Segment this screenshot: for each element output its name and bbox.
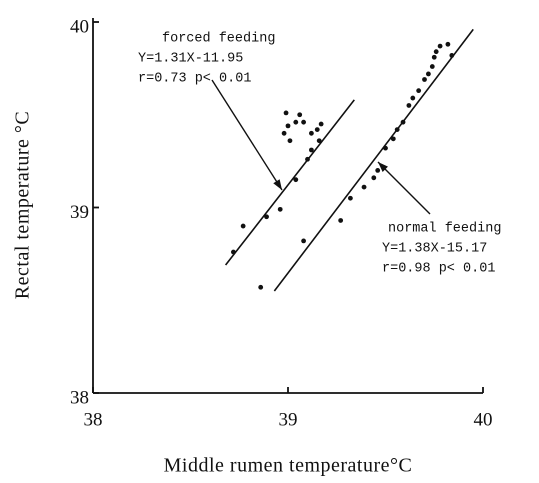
point [301,119,306,125]
point [410,95,416,101]
y-tick-label: 39 [70,202,89,223]
point [445,41,451,47]
point [309,147,314,153]
annotation: Y=1.38X-15.17 [382,242,487,257]
point [309,130,314,136]
annotation-title: forced feeding [162,32,275,47]
point [431,54,437,60]
point [394,127,400,132]
x-tick-label: 39 [279,409,298,430]
point [293,119,299,125]
y-tick-label: 40 [70,16,89,37]
point [258,284,264,290]
point [314,127,320,132]
point [293,177,299,183]
arrow-head [273,179,282,190]
annotation: r=0.73 p< 0.01 [138,72,251,87]
point [231,249,236,255]
point [361,184,367,190]
point [318,121,324,127]
point [348,195,353,201]
point [305,156,310,162]
point [422,77,427,82]
point [400,119,406,125]
point [240,223,246,229]
point [449,52,455,58]
point [316,138,322,144]
point [338,218,344,223]
arrow-head [378,162,388,172]
annotation: Y=1.31X-11.95 [138,52,243,67]
point [375,168,381,173]
point [264,214,269,220]
x-tick-label: 40 [474,409,493,430]
point [287,138,293,144]
annotation: r=0.98 p< 0.01 [382,262,495,277]
point [371,175,377,181]
point [433,49,439,55]
arrow [377,161,431,215]
point [277,206,283,212]
x-axis-label: Middle rumen temperature°C [164,455,413,477]
point [437,43,443,49]
point [426,71,431,77]
point [283,110,289,116]
annotation-title: normal feeding [388,222,501,237]
point [297,112,303,118]
point [301,238,306,244]
point [390,136,396,142]
point [281,130,287,136]
point [285,123,291,129]
point [406,103,412,108]
point [429,64,435,69]
fit-line [224,99,355,266]
point [416,88,422,94]
x-tick-label: 38 [84,409,103,430]
fit-line [273,28,474,292]
y-tick-label: 38 [70,387,89,408]
point [383,145,388,151]
y-axis-label: Rectal temperature °C [12,111,34,299]
arrow [211,79,283,191]
